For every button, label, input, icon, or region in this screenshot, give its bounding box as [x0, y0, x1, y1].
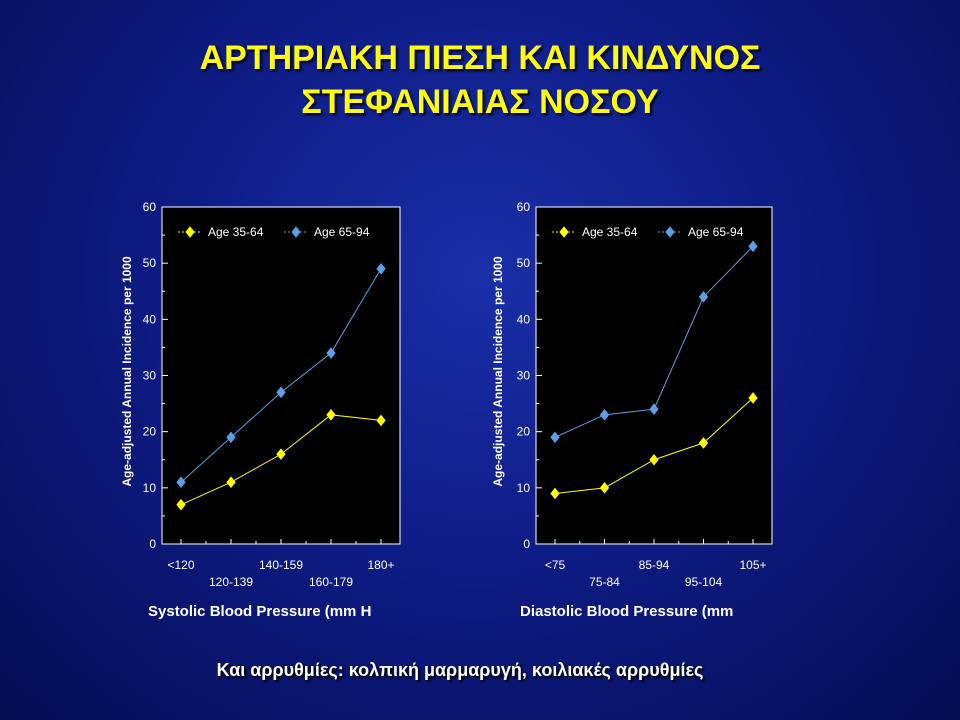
x-tick-label: 75-84: [589, 575, 620, 589]
y-tick-label: 40: [143, 312, 157, 326]
y-tick-label: 20: [517, 425, 531, 439]
plot-area: [161, 206, 401, 545]
y-tick-label: 60: [143, 200, 157, 214]
x-axis-label: Systolic Blood Pressure (mm H: [148, 603, 371, 620]
footer-note: Και αρρυθμίες: κολπική μαρμαρυγή, κοιλια…: [216, 660, 704, 680]
x-tick-label: 120-139: [209, 575, 253, 589]
data-point: [748, 240, 758, 253]
data-point: [226, 431, 236, 444]
y-tick-label: 60: [517, 200, 531, 214]
x-tick-label: 105+: [739, 558, 766, 572]
data-point: [376, 414, 386, 427]
slide-title: ΑΡΤΗΡΙΑΚΗ ΠΙΕΣΗ ΚΑΙ ΚΙΝΔΥΝΟΣ ΣΤΕΦΑΝΙΑΙΑΣ…: [0, 36, 960, 124]
data-point: [698, 291, 709, 303]
x-tick-label: 85-94: [639, 558, 670, 572]
data-point: [550, 431, 560, 444]
legend-marker: [291, 226, 301, 238]
y-axis-label: Age-adjusted Annual Incidence per 1000: [120, 256, 134, 487]
data-point: [326, 347, 336, 359]
slide-title-line-1: ΑΡΤΗΡΙΑΚΗ ΠΙΕΣΗ ΚΑΙ ΚΙΝΔΥΝΟΣ: [199, 39, 761, 77]
x-tick-label: <120: [167, 558, 194, 572]
legend-marker: [559, 226, 569, 238]
y-tick-label: 30: [143, 369, 157, 383]
y-tick-label: 0: [523, 537, 530, 551]
y-tick-label: 10: [517, 481, 531, 495]
legend-label: Age 35-64: [208, 225, 264, 239]
data-point: [649, 453, 659, 466]
x-tick-label: <75: [545, 558, 566, 572]
data-point: [176, 498, 186, 511]
chart-2: 0 10 20 30 40 50 60 <75 75-84 85-94 95-104 105+ Age-…: [491, 200, 773, 620]
data-point: [226, 476, 236, 489]
x-tick-label: 160-179: [309, 575, 353, 589]
y-tick-label: 50: [143, 256, 157, 270]
slide-title-line-2: ΣΤΕΦΑΝΙΑΙΑΣ ΝΟΣΟΥ: [301, 83, 659, 121]
plot-area: [535, 206, 773, 545]
legend-label: Age 65-94: [688, 225, 744, 239]
legend-label: Age 65-94: [314, 225, 370, 239]
legend-label: Age 35-64: [582, 225, 638, 239]
data-point: [376, 262, 386, 275]
data-point: [550, 487, 560, 500]
x-tick-label: 180+: [367, 558, 394, 572]
legend-marker: [665, 226, 675, 238]
x-tick-label: 95-104: [685, 575, 723, 589]
y-tick-label: 0: [149, 537, 156, 551]
data-point: [748, 392, 758, 404]
data-point: [276, 386, 286, 399]
y-tick-label: 10: [143, 481, 157, 495]
x-tick-label: 140-159: [259, 558, 303, 572]
y-tick-label: 40: [517, 312, 531, 326]
data-point: [326, 409, 336, 421]
y-tick-label: 30: [517, 369, 531, 383]
chart-1: 0 10 20 30 40 50 60 <120 120-139 140-159 160-179 18…: [120, 200, 401, 620]
data-point: [698, 437, 709, 449]
data-point: [599, 482, 610, 494]
data-point: [599, 409, 610, 421]
legend-marker: [185, 226, 195, 238]
data-point: [176, 476, 186, 489]
data-point: [649, 403, 659, 416]
y-axis-label: Age-adjusted Annual Incidence per 1000: [491, 256, 505, 487]
data-point: [276, 448, 286, 460]
x-axis-label: Diastolic Blood Pressure (mm: [520, 603, 733, 620]
y-tick-label: 20: [143, 425, 157, 439]
y-tick-label: 50: [517, 256, 531, 270]
